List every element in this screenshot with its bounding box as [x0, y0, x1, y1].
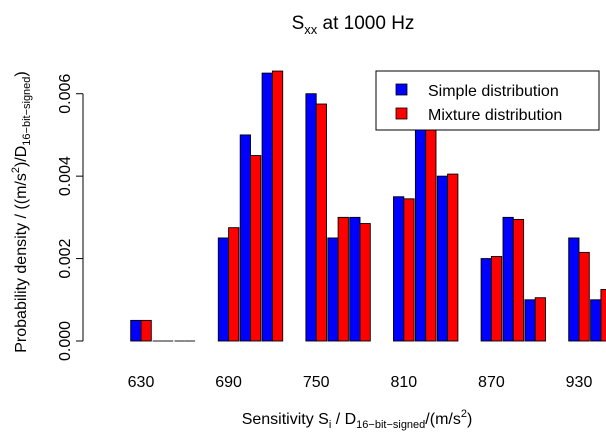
legend-swatch-simple — [395, 83, 408, 96]
bar-simple-780 — [349, 216, 361, 342]
y-axis-label: Probability density / ((m/s2)/D16−bit−si… — [10, 71, 33, 353]
bar-simple-750 — [305, 93, 317, 342]
x-tick-label: 870 — [478, 374, 505, 391]
bar-simple-630 — [130, 319, 142, 342]
bars — [130, 70, 606, 342]
bar-simple-720 — [261, 72, 273, 342]
y-tick-label: 0.006 — [57, 74, 74, 114]
x-axis: 630690750810870930990 — [128, 374, 593, 391]
bar-simple-765 — [327, 237, 339, 342]
bar-simple-825 — [414, 113, 427, 342]
bar-simple-885 — [502, 216, 514, 342]
chart-title: Sxx at 1000 Hz — [292, 13, 415, 37]
x-axis-label: Sensitivity Si / D16−bit−signed/(m/s2) — [242, 408, 473, 431]
bar-mixture-825 — [425, 115, 437, 342]
y-tick-label: 0.004 — [57, 156, 74, 196]
x-tick-label: 750 — [303, 374, 330, 391]
bar-mixture-765 — [337, 216, 349, 342]
bar-mixture-750 — [315, 103, 327, 342]
y-axis: 0.000 0.002 0.004 0.006 — [57, 74, 84, 361]
bar-mixture-930 — [578, 251, 590, 342]
bar-simple-900 — [524, 299, 536, 342]
bar-mixture-840 — [447, 173, 459, 342]
bar-simple-870 — [480, 258, 492, 342]
bar-simple-690 — [217, 237, 230, 342]
bar-simple-945 — [590, 299, 602, 342]
legend-label-mixture: Mixture distribution — [428, 107, 562, 124]
bar-mixture-630 — [140, 319, 152, 342]
legend: Simple distribution Mixture distribution — [375, 70, 600, 131]
bar-mixture-720 — [271, 70, 284, 342]
legend-swatch-mixture — [395, 107, 408, 120]
bar-mixture-780 — [359, 223, 371, 342]
bar-mixture-945 — [600, 289, 606, 342]
y-tick-label: 0.000 — [57, 321, 74, 361]
bar-mixture-900 — [534, 297, 546, 342]
x-tick-label: 690 — [215, 374, 242, 391]
bar-simple-930 — [568, 237, 580, 342]
bar-mixture-870 — [490, 256, 503, 342]
x-tick-label: 630 — [128, 374, 155, 391]
bar-mixture-690 — [228, 227, 240, 342]
bar-simple-810 — [393, 196, 405, 342]
legend-label-simple: Simple distribution — [428, 83, 559, 100]
y-tick-label: 0.002 — [57, 238, 74, 278]
bar-mixture-810 — [403, 198, 415, 342]
x-tick-label: 810 — [390, 374, 417, 391]
legend-box — [375, 70, 600, 131]
bar-simple-705 — [239, 134, 251, 342]
bar-mixture-705 — [250, 155, 262, 342]
bar-simple-840 — [436, 175, 449, 342]
x-tick-label: 930 — [566, 374, 593, 391]
bar-mixture-885 — [512, 218, 525, 342]
